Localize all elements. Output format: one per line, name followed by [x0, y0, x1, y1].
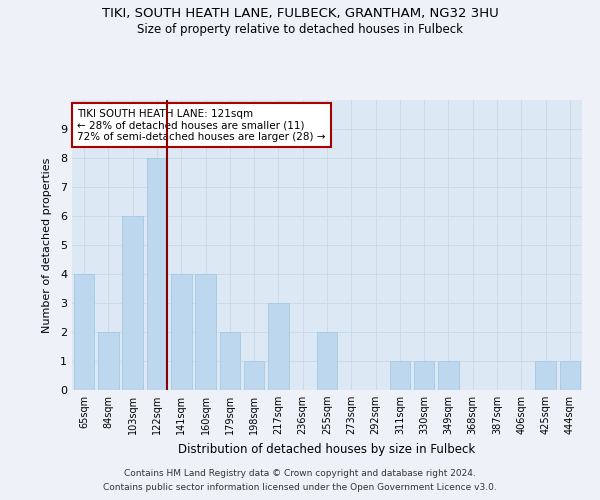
Text: Contains HM Land Registry data © Crown copyright and database right 2024.: Contains HM Land Registry data © Crown c… — [124, 468, 476, 477]
Bar — [122, 216, 143, 390]
Bar — [535, 361, 556, 390]
Text: Contains public sector information licensed under the Open Government Licence v3: Contains public sector information licen… — [103, 484, 497, 492]
Bar — [195, 274, 216, 390]
Bar — [438, 361, 459, 390]
Bar — [220, 332, 240, 390]
Bar — [98, 332, 119, 390]
Bar — [560, 361, 580, 390]
Bar — [414, 361, 434, 390]
Text: Size of property relative to detached houses in Fulbeck: Size of property relative to detached ho… — [137, 22, 463, 36]
Bar — [171, 274, 191, 390]
Bar — [244, 361, 265, 390]
Bar — [389, 361, 410, 390]
Bar — [268, 303, 289, 390]
Y-axis label: Number of detached properties: Number of detached properties — [41, 158, 52, 332]
Bar — [74, 274, 94, 390]
Text: TIKI, SOUTH HEATH LANE, FULBECK, GRANTHAM, NG32 3HU: TIKI, SOUTH HEATH LANE, FULBECK, GRANTHA… — [101, 8, 499, 20]
Text: Distribution of detached houses by size in Fulbeck: Distribution of detached houses by size … — [178, 442, 476, 456]
Bar — [317, 332, 337, 390]
Text: TIKI SOUTH HEATH LANE: 121sqm
← 28% of detached houses are smaller (11)
72% of s: TIKI SOUTH HEATH LANE: 121sqm ← 28% of d… — [77, 108, 326, 142]
Bar — [146, 158, 167, 390]
